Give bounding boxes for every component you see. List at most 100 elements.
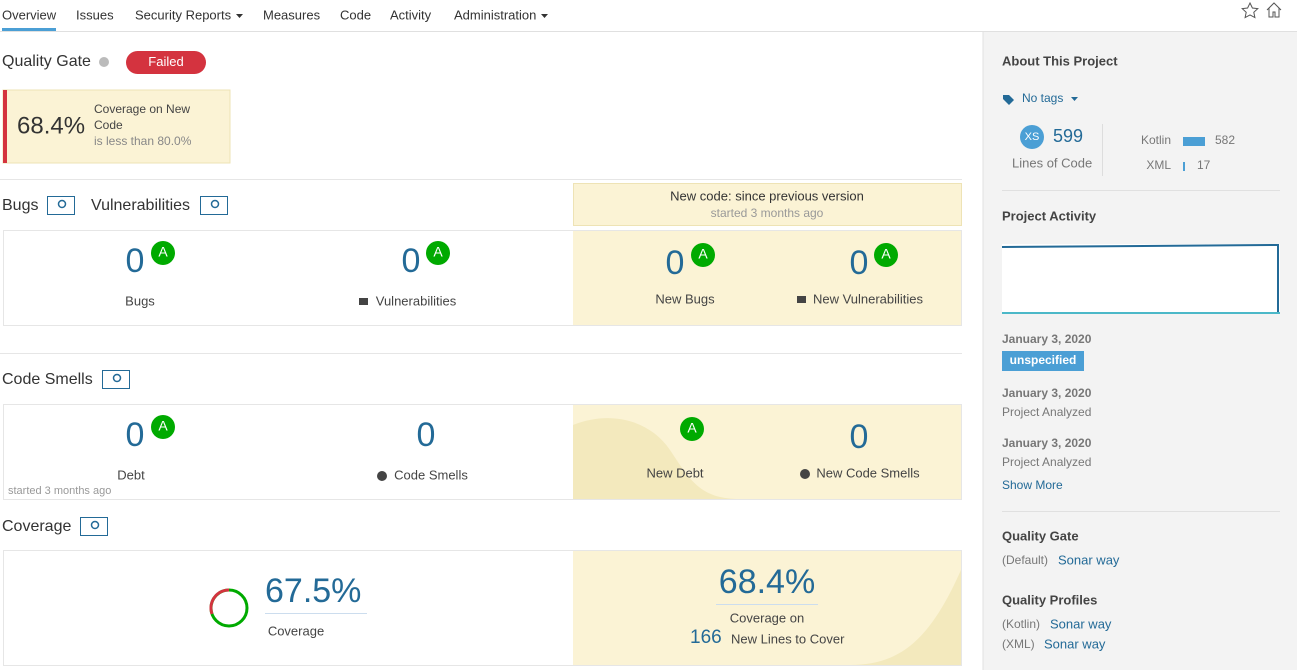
caret <box>236 14 243 18</box>
profile-language: (XML) <box>1002 637 1035 651</box>
metric-value[interactable]: 0 <box>402 242 421 280</box>
issues-link[interactable] <box>47 196 75 215</box>
gate-scope: (Default) <box>1002 553 1048 567</box>
debt-trend <box>573 418 740 499</box>
tags[interactable]: No tags <box>1022 91 1063 105</box>
section-title: Vulnerabilities <box>91 197 190 214</box>
coverage-label: Coverage <box>268 623 324 638</box>
nav-item[interactable]: Issues <box>76 7 114 22</box>
link-icon <box>112 373 122 383</box>
metric-value[interactable]: 0 <box>850 244 869 282</box>
condition-detail: is less than 80.0% <box>94 134 192 148</box>
nav-active <box>2 28 56 31</box>
rating <box>426 241 450 265</box>
metric-label: Code Smells <box>394 467 468 482</box>
version-badge <box>1002 351 1084 371</box>
caret <box>541 14 548 18</box>
link-icon <box>90 520 100 530</box>
language-lines: 582 <box>1215 133 1235 147</box>
caret <box>1071 97 1078 101</box>
section-title: Code Smells <box>2 371 93 388</box>
sidebar-title: Project Activity <box>1002 208 1097 223</box>
event-date: January 3, 2020 <box>1002 386 1092 400</box>
event-date: January 3, 2020 <box>1002 332 1092 346</box>
lock-icon <box>359 298 368 305</box>
lines-of-code-label: Lines of Code <box>1012 155 1092 170</box>
issues-link[interactable] <box>200 196 228 215</box>
language-lines: 17 <box>1197 158 1211 172</box>
metric-value[interactable]: 0 <box>417 416 436 454</box>
gate-name[interactable]: Sonar way <box>1058 552 1120 567</box>
section-title: Bugs <box>2 197 38 214</box>
lines-to-cover[interactable]: 166 <box>690 627 722 648</box>
new-code-started: started 3 months ago <box>711 206 824 220</box>
condition-value: 68.4% <box>17 112 85 139</box>
issues-link[interactable] <box>102 370 130 389</box>
language-name: XML <box>1146 158 1171 172</box>
coverage-trend <box>850 570 961 665</box>
started-note: started 3 months ago <box>8 485 111 497</box>
sidebar-title: Quality Gate <box>1002 528 1079 543</box>
smell-icon <box>800 469 810 479</box>
rating-text: A <box>687 420 697 436</box>
lock-icon <box>797 296 806 303</box>
activity-chart <box>1002 244 1280 314</box>
metric-value[interactable]: 0 <box>666 244 685 282</box>
metric-value[interactable]: 0 <box>126 242 145 280</box>
metric-label: New Vulnerabilities <box>813 291 924 306</box>
profile-name[interactable]: Sonar way <box>1044 636 1106 651</box>
link-icon <box>210 199 220 209</box>
home-icon[interactable] <box>1266 2 1282 18</box>
event-text: Project Analyzed <box>1002 455 1091 469</box>
lines-to-cover-label: New Lines to Cover <box>731 631 845 646</box>
lines-of-code[interactable]: 599 <box>1053 126 1083 146</box>
metric-label: New Debt <box>646 465 703 480</box>
rating-text: A <box>881 246 891 262</box>
show-more[interactable]: Show More <box>1002 478 1063 492</box>
link-icon <box>57 199 67 209</box>
metric-label: Bugs <box>125 293 155 308</box>
coverage-uncovered <box>209 588 230 615</box>
coverage-value[interactable]: 68.4% <box>719 563 815 601</box>
new-code-header <box>573 183 962 226</box>
rating <box>151 241 175 265</box>
tag-icon <box>1003 95 1014 105</box>
rating-text: A <box>158 244 168 260</box>
nav-item[interactable]: Activity <box>390 7 432 22</box>
nav-item[interactable]: Overview <box>2 7 57 22</box>
event-date: January 3, 2020 <box>1002 436 1092 450</box>
condition-text: Coverage on New Code is less than 80.0% <box>94 102 192 148</box>
panel-new <box>573 551 961 665</box>
new-code-title: New code: since previous version <box>670 188 864 203</box>
size-text: XS <box>1025 131 1040 143</box>
metric-value[interactable]: 0 <box>126 416 145 454</box>
rating-text: A <box>433 244 443 260</box>
rating <box>680 417 704 441</box>
event-text: Project Analyzed <box>1002 405 1091 419</box>
metric-label: New Bugs <box>655 291 715 306</box>
condition-flag <box>3 90 7 163</box>
nav-item[interactable]: Code <box>340 7 371 22</box>
language-bar <box>1183 162 1185 171</box>
size-badge <box>1020 125 1044 149</box>
profile-name[interactable]: Sonar way <box>1050 616 1112 631</box>
rating-text: A <box>158 418 168 434</box>
sidebar-title: About This Project <box>1002 53 1118 68</box>
nav-item[interactable]: Security Reports <box>135 7 232 22</box>
metric-label: Debt <box>117 467 145 482</box>
rating <box>691 243 715 267</box>
star-icon[interactable] <box>1241 1 1259 19</box>
section-title: Coverage <box>2 518 71 535</box>
section-title: Quality Gate <box>2 53 91 70</box>
nav-item[interactable]: Administration <box>454 7 536 22</box>
activity-line <box>1001 243 1279 313</box>
sidebar-title: Quality Profiles <box>1002 592 1097 607</box>
status-badge <box>126 51 206 74</box>
help-icon[interactable] <box>99 57 109 67</box>
profile-language: (Kotlin) <box>1002 617 1040 631</box>
nav-item[interactable]: Measures <box>263 7 321 22</box>
coverage-value[interactable]: 67.5% <box>265 572 361 610</box>
metric-value[interactable]: 0 <box>850 418 869 456</box>
measures-link[interactable] <box>80 517 108 536</box>
